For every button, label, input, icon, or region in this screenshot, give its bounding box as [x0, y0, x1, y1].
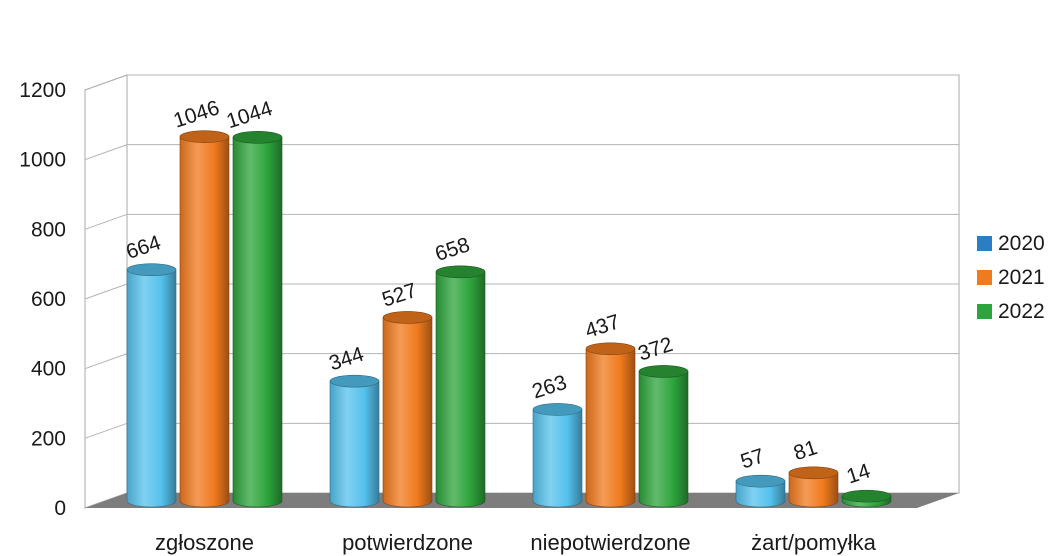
- bar-body: [638, 371, 689, 508]
- bar-body: [735, 480, 786, 508]
- bar-top: [126, 263, 177, 277]
- bar-body: [435, 271, 486, 508]
- y-tick-label: 400: [31, 358, 66, 381]
- bar-top: [232, 131, 283, 144]
- bar-2021-0: [179, 130, 230, 508]
- bar-2020-3: [735, 474, 786, 508]
- bar-body: [585, 348, 636, 508]
- legend-swatch: [977, 304, 992, 319]
- y-tick-label: 800: [31, 218, 66, 241]
- bar-2022-1: [435, 265, 486, 508]
- legend-label: 2022: [998, 300, 1045, 323]
- legend: 2020 2021 2022: [977, 232, 1045, 323]
- y-tick-label: 0: [54, 497, 66, 520]
- bar-top: [788, 466, 839, 480]
- x-axis: zgłoszone potwierdzone niepotwierdzone żart…: [155, 530, 877, 555]
- bar-body: [532, 409, 583, 508]
- y-tick-label: 1000: [19, 149, 66, 172]
- bar-body: [179, 136, 230, 508]
- bar-top: [638, 365, 689, 378]
- bar-top: [329, 374, 380, 388]
- bar-top: [841, 489, 892, 503]
- bar-top: [735, 474, 786, 488]
- bar-body: [232, 137, 283, 508]
- bar-top: [382, 311, 433, 324]
- gridline: [84, 144, 959, 161]
- x-tick-label: zgłoszone: [155, 530, 254, 555]
- bar-2021-3: [788, 466, 839, 508]
- bar-2022-0: [232, 131, 283, 508]
- bar-body: [329, 380, 380, 508]
- y-tick-label: 600: [31, 288, 66, 311]
- bar-body: [382, 317, 433, 508]
- gridline: [84, 213, 959, 230]
- x-tick-label: żart/pomyłka: [751, 530, 876, 555]
- legend-swatch: [977, 270, 992, 285]
- y-tick-label: 1200: [19, 79, 66, 102]
- y-tick-label: 200: [31, 427, 66, 450]
- bar-2022-3: [841, 489, 892, 508]
- bar-top: [585, 342, 636, 356]
- x-tick-label: potwierdzone: [342, 530, 473, 555]
- bar-2022-2: [638, 365, 689, 508]
- gridline: [84, 74, 959, 91]
- bars: [126, 130, 892, 508]
- bar-top: [532, 403, 583, 416]
- bar-top: [435, 265, 486, 279]
- bar-body: [788, 472, 839, 508]
- bar-2020-2: [532, 403, 583, 508]
- legend-label: 2021: [998, 266, 1045, 289]
- bar-2021-2: [585, 342, 636, 508]
- x-tick-label: niepotwierdzone: [530, 530, 690, 555]
- bar-2020-0: [126, 263, 177, 508]
- legend-label: 2020: [998, 232, 1045, 255]
- legend-swatch: [977, 236, 992, 251]
- bar-2020-1: [329, 374, 380, 508]
- bar-2021-1: [382, 311, 433, 508]
- y-axis: 0 200 400 600 800 1000 1200: [19, 79, 66, 520]
- bar-body: [126, 269, 177, 508]
- bar-top: [179, 130, 230, 143]
